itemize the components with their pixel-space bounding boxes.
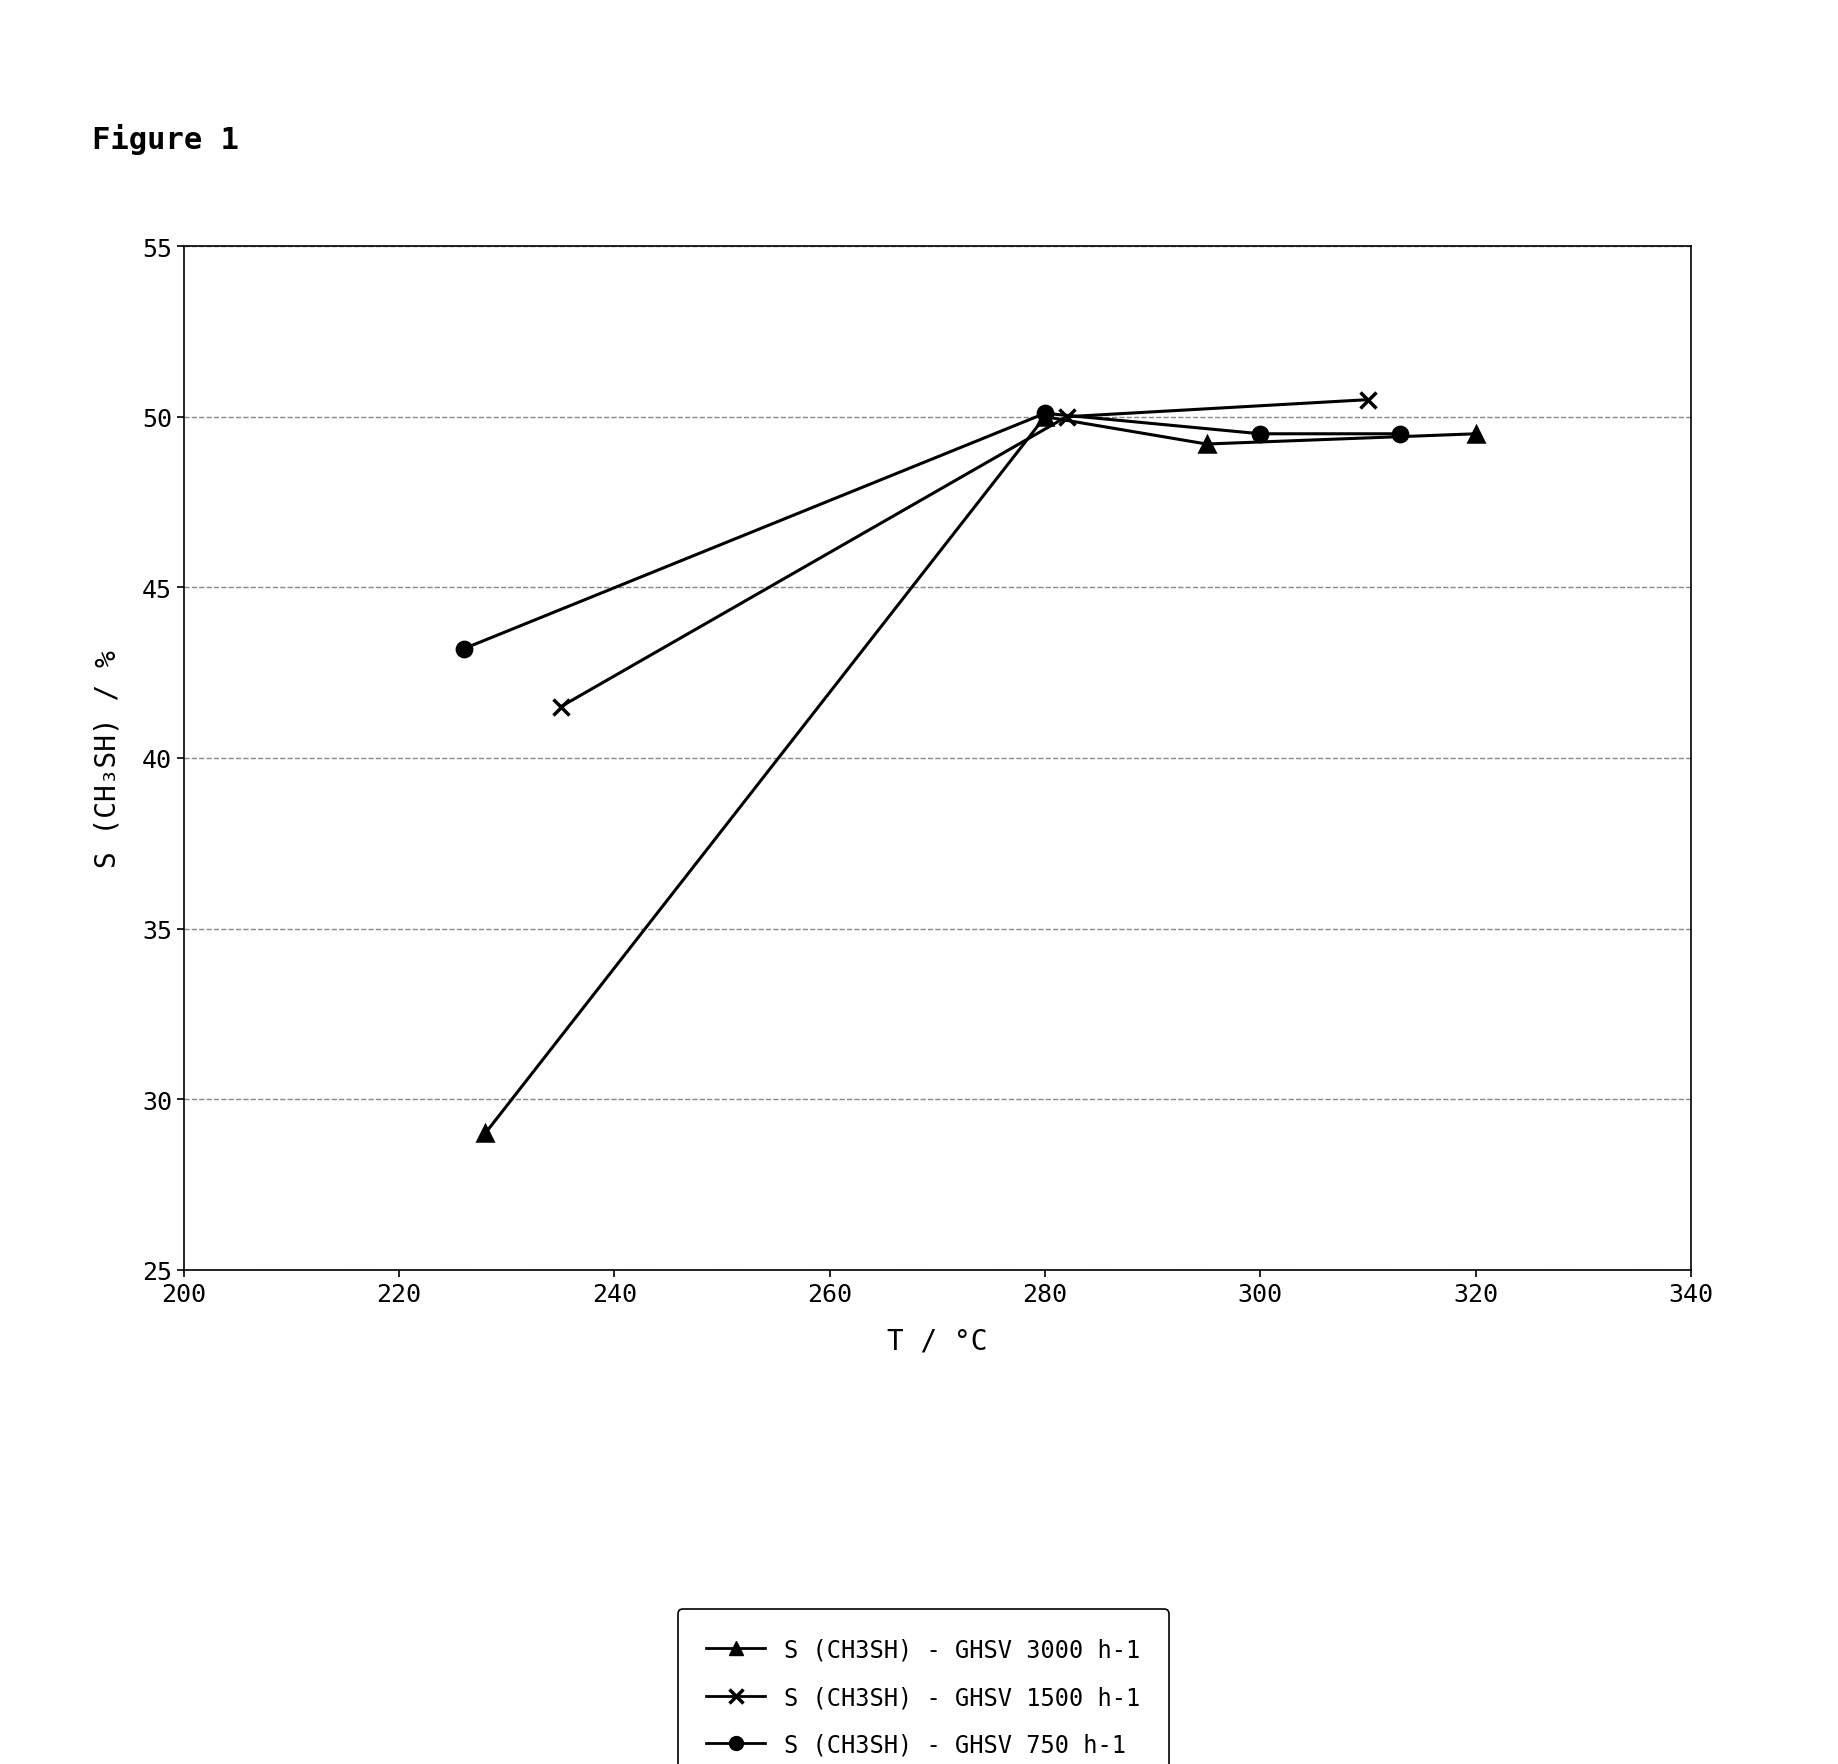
Line: S (CH3SH) - GHSV 3000 h-1: S (CH3SH) - GHSV 3000 h-1	[478, 409, 1483, 1141]
Legend: S (CH3SH) - GHSV 3000 h-1, S (CH3SH) - GHSV 1500 h-1, S (CH3SH) - GHSV 750 h-1: S (CH3SH) - GHSV 3000 h-1, S (CH3SH) - G…	[678, 1609, 1169, 1764]
S (CH3SH) - GHSV 1500 h-1	[1055, 407, 1077, 429]
S (CH3SH) - GHSV 1500 h-1	[1356, 390, 1378, 411]
X-axis label: T / °C: T / °C	[888, 1327, 987, 1355]
S (CH3SH) - GHSV 750 h-1	[1390, 423, 1412, 445]
Line: S (CH3SH) - GHSV 750 h-1: S (CH3SH) - GHSV 750 h-1	[456, 406, 1408, 656]
S (CH3SH) - GHSV 750 h-1	[452, 639, 474, 660]
Y-axis label: S (CH₃SH) / %: S (CH₃SH) / %	[94, 649, 121, 868]
Text: Figure 1: Figure 1	[92, 123, 239, 155]
Line: S (CH3SH) - GHSV 1500 h-1: S (CH3SH) - GHSV 1500 h-1	[553, 393, 1375, 714]
S (CH3SH) - GHSV 750 h-1	[1035, 404, 1057, 425]
S (CH3SH) - GHSV 3000 h-1	[474, 1124, 496, 1145]
S (CH3SH) - GHSV 1500 h-1	[550, 697, 572, 718]
S (CH3SH) - GHSV 3000 h-1	[1195, 434, 1217, 455]
S (CH3SH) - GHSV 3000 h-1	[1465, 423, 1487, 445]
S (CH3SH) - GHSV 750 h-1	[1250, 423, 1272, 445]
S (CH3SH) - GHSV 3000 h-1	[1035, 407, 1057, 429]
